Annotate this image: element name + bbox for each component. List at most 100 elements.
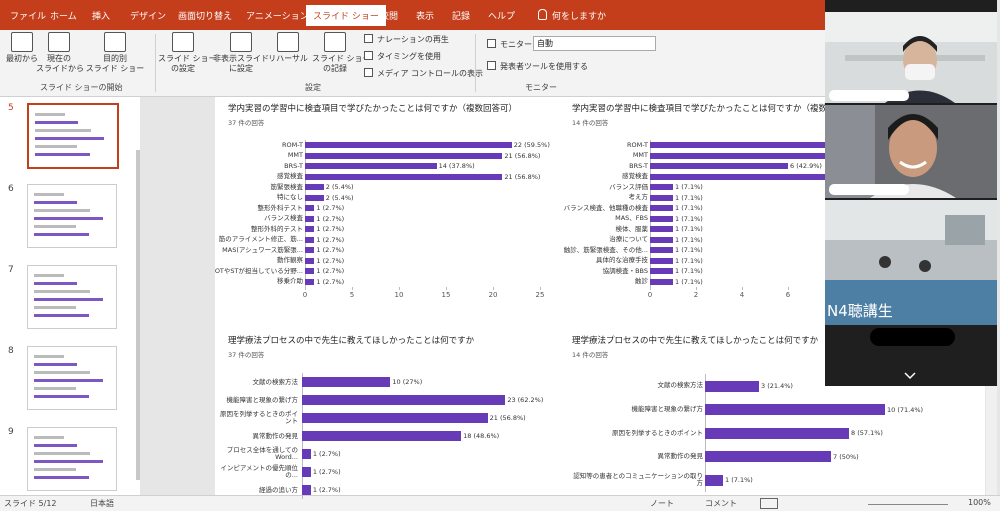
notes-button[interactable]: ノート xyxy=(650,499,674,508)
bar xyxy=(305,257,315,264)
bar xyxy=(650,152,880,159)
slide-thumbnail[interactable] xyxy=(27,184,117,248)
value-label: 7 (50%) xyxy=(833,452,859,461)
button-icon xyxy=(324,32,346,52)
ribbon-tab[interactable]: ファイル xyxy=(10,12,47,22)
slide-number: 7 xyxy=(8,265,14,275)
tick-mark xyxy=(650,287,651,290)
category-label: 文献の検索方法 xyxy=(657,381,704,390)
category-label: 経過の追い方 xyxy=(259,485,298,494)
slide-thumbnail[interactable] xyxy=(27,427,117,491)
comments-button[interactable]: コメント xyxy=(705,499,737,508)
bar xyxy=(650,173,857,180)
button-icon xyxy=(172,32,194,52)
thumb-line xyxy=(35,145,77,148)
bar xyxy=(650,226,673,232)
x-tick-label: 4 xyxy=(739,291,745,299)
x-tick-label: 10 xyxy=(394,291,404,299)
ribbon-tab[interactable]: 画面切り替え xyxy=(178,12,233,22)
category-label: 協調検査・BBS xyxy=(602,266,648,275)
bar xyxy=(305,215,315,222)
category-label: 検体、服薬 xyxy=(615,224,649,233)
slide-thumbnail[interactable] xyxy=(27,346,117,410)
bar xyxy=(302,467,311,477)
group-separator xyxy=(155,34,156,92)
tick-mark xyxy=(493,287,494,290)
x-tick-label: 20 xyxy=(488,291,498,299)
x-tick-label: 0 xyxy=(647,291,653,299)
collapse-chevron[interactable] xyxy=(904,372,916,380)
ribbon-tab[interactable]: 挿入 xyxy=(92,12,111,22)
slide-pane: 5 6 7 8 9 xyxy=(0,97,140,495)
chart-subtitle: 14 件の回答 xyxy=(572,351,609,359)
category-label: 原因を列挙するときのポイント xyxy=(220,410,298,425)
group-label: モニター xyxy=(525,83,557,92)
ribbon-tab[interactable]: スライド ショー xyxy=(306,5,386,26)
value-label: 14 (37.8%) xyxy=(438,162,475,170)
bar xyxy=(650,142,880,148)
thumb-line xyxy=(35,137,104,140)
button-text: の記録 xyxy=(323,64,347,73)
category-label: 触診 xyxy=(635,277,648,285)
value-label: 1 (2.7%) xyxy=(316,267,345,275)
bar xyxy=(305,236,315,243)
x-tick-label: 6 xyxy=(785,291,791,299)
bar xyxy=(302,449,311,459)
category-label: プロセス全体を通してのWord... xyxy=(226,446,298,461)
ribbon-tab[interactable]: 記録 xyxy=(452,12,471,22)
zoom: 100% xyxy=(968,498,991,507)
ribbon-tab[interactable]: アニメーション xyxy=(246,12,309,22)
value-label: 1 (2.7%) xyxy=(312,450,341,458)
ribbon-button[interactable]: スライド ショー の記録 xyxy=(312,32,371,74)
language: 日本語 xyxy=(90,499,114,508)
value-label: 1 (7.1%) xyxy=(675,246,703,254)
slide-thumbnail[interactable] xyxy=(27,103,119,169)
video-tiles xyxy=(825,12,997,380)
ribbon-tab[interactable]: 何をしますか xyxy=(552,12,607,22)
checkbox[interactable]: メディア コントロールの表示 xyxy=(364,68,483,79)
button-text: スライドから xyxy=(36,64,84,73)
ribbon-button[interactable]: 非表示スライド に設定 xyxy=(212,32,270,74)
button-text: スライド ショー xyxy=(158,54,217,63)
checkbox[interactable]: タイミングを使用 xyxy=(364,51,441,62)
category-label: 筋緊張検査 xyxy=(270,182,304,191)
ribbon-tab[interactable]: ヘルプ xyxy=(488,12,516,22)
value-label: 2 (5.4%) xyxy=(325,193,354,202)
button-icon xyxy=(104,32,126,52)
value-label: 1 (2.7%) xyxy=(316,256,345,265)
ribbon-button[interactable]: 最初から xyxy=(4,32,40,64)
bar xyxy=(305,205,315,211)
ribbon-tab[interactable]: ホーム xyxy=(50,12,77,22)
thumb-line xyxy=(34,298,103,301)
ribbon-tab[interactable]: 表示 xyxy=(416,12,435,22)
ribbon-button[interactable]: 現在の スライドから xyxy=(36,32,84,74)
ribbon-tab[interactable]: 校閲 xyxy=(380,12,399,22)
category-label: 原因を列挙するときのポイント xyxy=(612,428,703,437)
ribbon-tab[interactable]: デザイン xyxy=(130,12,167,22)
tab-bar: ファイル ホーム 挿入 デザイン 画面切り替え アニメーション スライド ショー 校閲 表示 記録… xyxy=(0,0,825,30)
button-text: リハーサル xyxy=(268,54,308,63)
ribbon-button[interactable]: 目的別 スライド ショー xyxy=(82,32,148,74)
bar xyxy=(705,404,885,416)
normal-view[interactable] xyxy=(760,498,778,509)
category-label: 移乗介助 xyxy=(277,277,303,285)
category-label: BRS-T xyxy=(629,161,648,170)
monitor-dropdown[interactable]: 自動 xyxy=(533,36,656,51)
value-label: 23 (62.2%) xyxy=(507,396,544,404)
value-label: 1 (2.7%) xyxy=(312,468,341,476)
thumb-line xyxy=(34,395,89,398)
bar xyxy=(305,278,315,285)
axis-line xyxy=(305,139,306,287)
ribbon-button[interactable]: リハーサル xyxy=(268,32,308,64)
bar xyxy=(305,163,437,169)
slide-thumbnail[interactable] xyxy=(27,265,117,329)
checkbox[interactable]: ナレーションの再生 xyxy=(364,34,449,45)
checkbox[interactable]: 発表者ツールを使用する xyxy=(487,61,588,72)
zoom-slider[interactable] xyxy=(868,504,948,505)
ribbon-button[interactable]: スライド ショー の設定 xyxy=(158,32,217,74)
status-bar: スライド 5/12 日本語 ノート コメント 100% xyxy=(0,495,1000,511)
chart-subtitle: 14 件の回答 xyxy=(572,119,609,127)
thumb-line xyxy=(34,476,89,479)
group-separator xyxy=(475,34,476,92)
value-label: 1 (7.1%) xyxy=(675,277,703,286)
